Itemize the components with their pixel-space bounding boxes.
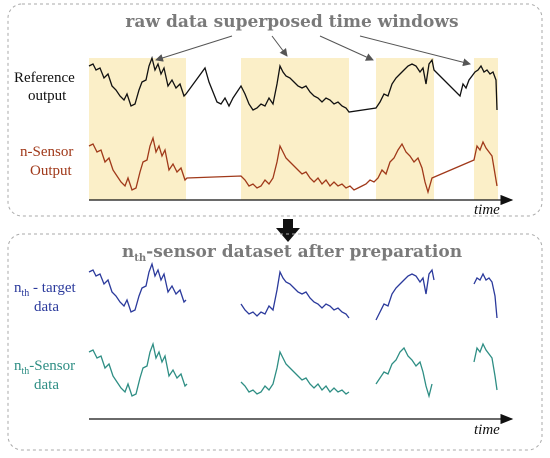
sensor-output-series (88, 135, 498, 195)
reference-output-label: Reference (14, 70, 75, 86)
target-data-series-4 (473, 272, 498, 319)
time-window-2 (241, 58, 349, 200)
nth-sensor-data-series-3 (375, 346, 433, 399)
nth-sensor-data-series (88, 341, 188, 397)
bottom-time-axis-label: time (474, 422, 500, 438)
nth-sensor-data-series-4 (473, 342, 498, 391)
top-time-axis-label: time (474, 202, 500, 218)
down-arrow-icon (276, 219, 300, 242)
time-window-1 (89, 58, 186, 200)
target-data-series (88, 261, 187, 313)
nth-sensor-data-label: nth-Sensor (14, 358, 75, 377)
nth-sensor-data-label-line2: data (34, 377, 59, 393)
target-data-label: nth - target (14, 280, 76, 299)
time-windows (89, 58, 498, 200)
bottom-title: nth-sensor dataset after preparation (122, 242, 462, 264)
target-data-label-line2: data (34, 299, 59, 315)
reference-output-series (88, 55, 498, 113)
bottom-panel-border (7, 233, 543, 451)
reference-output-label-line2: output (28, 88, 67, 104)
nth-sensor-data-series-2 (240, 349, 350, 395)
sensor-output-label-line2: Output (30, 163, 73, 179)
sensor-output-label: n-Sensor (20, 144, 73, 160)
time-window-4 (474, 58, 498, 200)
top-title: raw data superposed time windows (125, 12, 458, 32)
target-data-series-3 (375, 268, 435, 321)
title-pointer-arrows (155, 35, 471, 67)
top-panel-border (7, 3, 543, 217)
target-data-series-2 (240, 269, 350, 319)
